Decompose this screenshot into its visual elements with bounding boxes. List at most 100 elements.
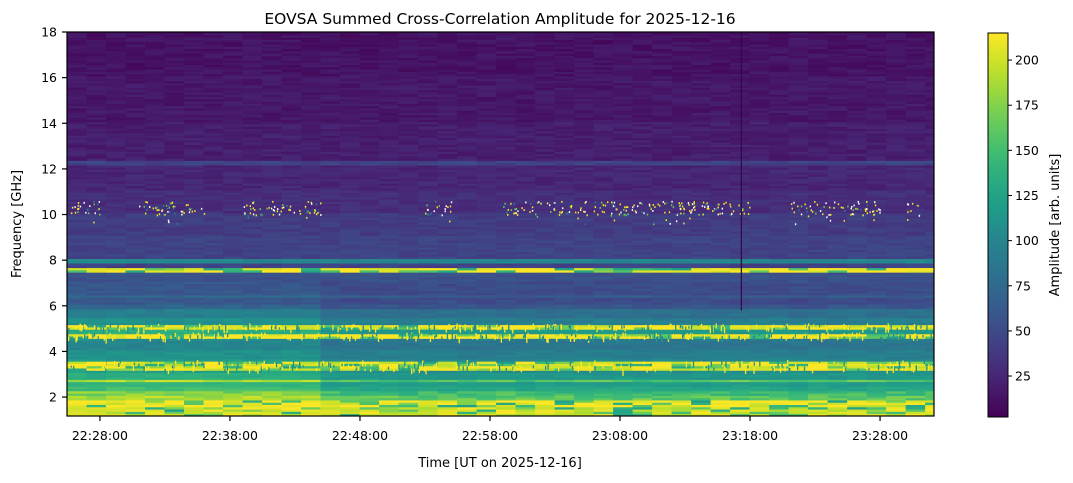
heatmap-cell <box>262 299 283 303</box>
heatmap-cell <box>827 217 848 221</box>
heatmap-cell <box>437 365 458 369</box>
heatmap-cell <box>710 240 731 243</box>
heatmap-cell <box>476 317 497 321</box>
heatmap-cell <box>554 235 575 239</box>
heatmap-cell <box>262 238 283 241</box>
heatmap-cell <box>301 288 322 291</box>
heatmap-cell <box>574 219 595 223</box>
heatmap-cell <box>905 254 926 257</box>
heatmap-cell <box>749 208 770 212</box>
heatmap-cell <box>164 256 185 259</box>
heatmap-cell <box>203 201 224 205</box>
heatmap-cell <box>164 185 185 189</box>
heatmap-cell <box>671 247 692 250</box>
heatmap-cell <box>359 406 380 410</box>
heatmap-cell <box>749 356 770 360</box>
heatmap-cell <box>730 342 751 346</box>
heatmap-cell <box>457 208 478 212</box>
heatmap-cell <box>886 397 907 401</box>
heatmap-cell <box>125 228 146 232</box>
heatmap-cell <box>847 249 868 253</box>
heatmap-cell <box>710 368 731 371</box>
heatmap-cell <box>340 324 361 328</box>
heatmap-cell <box>574 349 595 353</box>
heatmap-cell <box>769 267 790 271</box>
heatmap-cell <box>749 402 770 405</box>
heatmap-cell <box>827 171 848 175</box>
heatmap-cell <box>632 174 653 177</box>
heatmap-cell <box>652 171 673 175</box>
heatmap-cell <box>86 361 107 364</box>
heatmap-cell <box>632 263 653 266</box>
heatmap-cell <box>535 400 556 403</box>
heatmap-cell <box>145 349 166 353</box>
heatmap-cell <box>632 395 653 399</box>
heatmap-cell <box>242 363 263 367</box>
heatmap-cell <box>67 210 88 214</box>
heatmap-cell <box>886 215 907 218</box>
heatmap-cell <box>106 313 127 317</box>
heatmap-cell <box>223 329 244 332</box>
heatmap-cell <box>340 272 361 275</box>
heatmap-cell <box>340 283 361 287</box>
heatmap-cell <box>242 361 263 364</box>
heatmap-cell <box>437 174 458 177</box>
heatmap-cell <box>320 247 341 250</box>
heatmap-cell <box>262 409 283 412</box>
heatmap-cell <box>223 251 244 255</box>
heatmap-cell <box>359 288 380 291</box>
heatmap-cell <box>886 167 907 170</box>
heatmap-cell <box>827 244 848 248</box>
heatmap-cell <box>379 231 400 234</box>
heatmap-cell <box>320 338 341 342</box>
heatmap-cell <box>886 299 907 303</box>
heatmap-cell <box>788 206 809 209</box>
heatmap-cell <box>691 219 712 223</box>
heatmap-cell <box>710 388 731 392</box>
heatmap-cell <box>593 331 614 335</box>
heatmap-cell <box>320 206 341 209</box>
heatmap-cell <box>574 267 595 271</box>
heatmap-cell <box>554 333 575 337</box>
heatmap-cell <box>554 171 575 175</box>
heatmap-cell <box>301 331 322 335</box>
heatmap-cell <box>418 411 439 415</box>
heatmap-cell <box>574 251 595 255</box>
heatmap-cell <box>86 244 107 248</box>
heatmap-cell <box>184 301 205 305</box>
heatmap-cell <box>203 180 224 184</box>
heatmap-cell <box>457 340 478 344</box>
heatmap-cell <box>223 349 244 353</box>
heatmap-cell <box>788 199 809 202</box>
heatmap-cell <box>769 165 790 168</box>
heatmap-cell <box>67 358 88 362</box>
heatmap-cell <box>340 347 361 351</box>
heatmap-cell <box>827 295 848 298</box>
heatmap-cell <box>379 308 400 312</box>
heatmap-cell <box>827 276 848 280</box>
heatmap-cell <box>379 281 400 285</box>
heatmap-cell <box>652 388 673 392</box>
heatmap-cell <box>847 390 868 394</box>
heatmap-cell <box>418 377 439 380</box>
heatmap-cell <box>671 171 692 175</box>
heatmap-cell <box>905 402 926 405</box>
heatmap-cell <box>847 363 868 367</box>
heatmap-cell <box>223 178 244 182</box>
heatmap-cell <box>457 317 478 321</box>
heatmap-cell <box>301 311 322 314</box>
heatmap-cell <box>808 217 829 221</box>
heatmap-cell <box>476 192 497 196</box>
heatmap-cell <box>632 324 653 328</box>
heatmap-cell <box>925 299 934 303</box>
heatmap-cell <box>671 190 692 193</box>
heatmap-cell <box>67 222 88 225</box>
heatmap-cell <box>827 226 848 230</box>
heatmap-cell <box>671 272 692 275</box>
heatmap-cell <box>184 292 205 296</box>
heatmap-cell <box>593 242 614 246</box>
heatmap-cell <box>145 183 166 186</box>
heatmap-cell <box>769 299 790 303</box>
heatmap-cell <box>398 258 419 262</box>
heatmap-cell <box>476 240 497 243</box>
